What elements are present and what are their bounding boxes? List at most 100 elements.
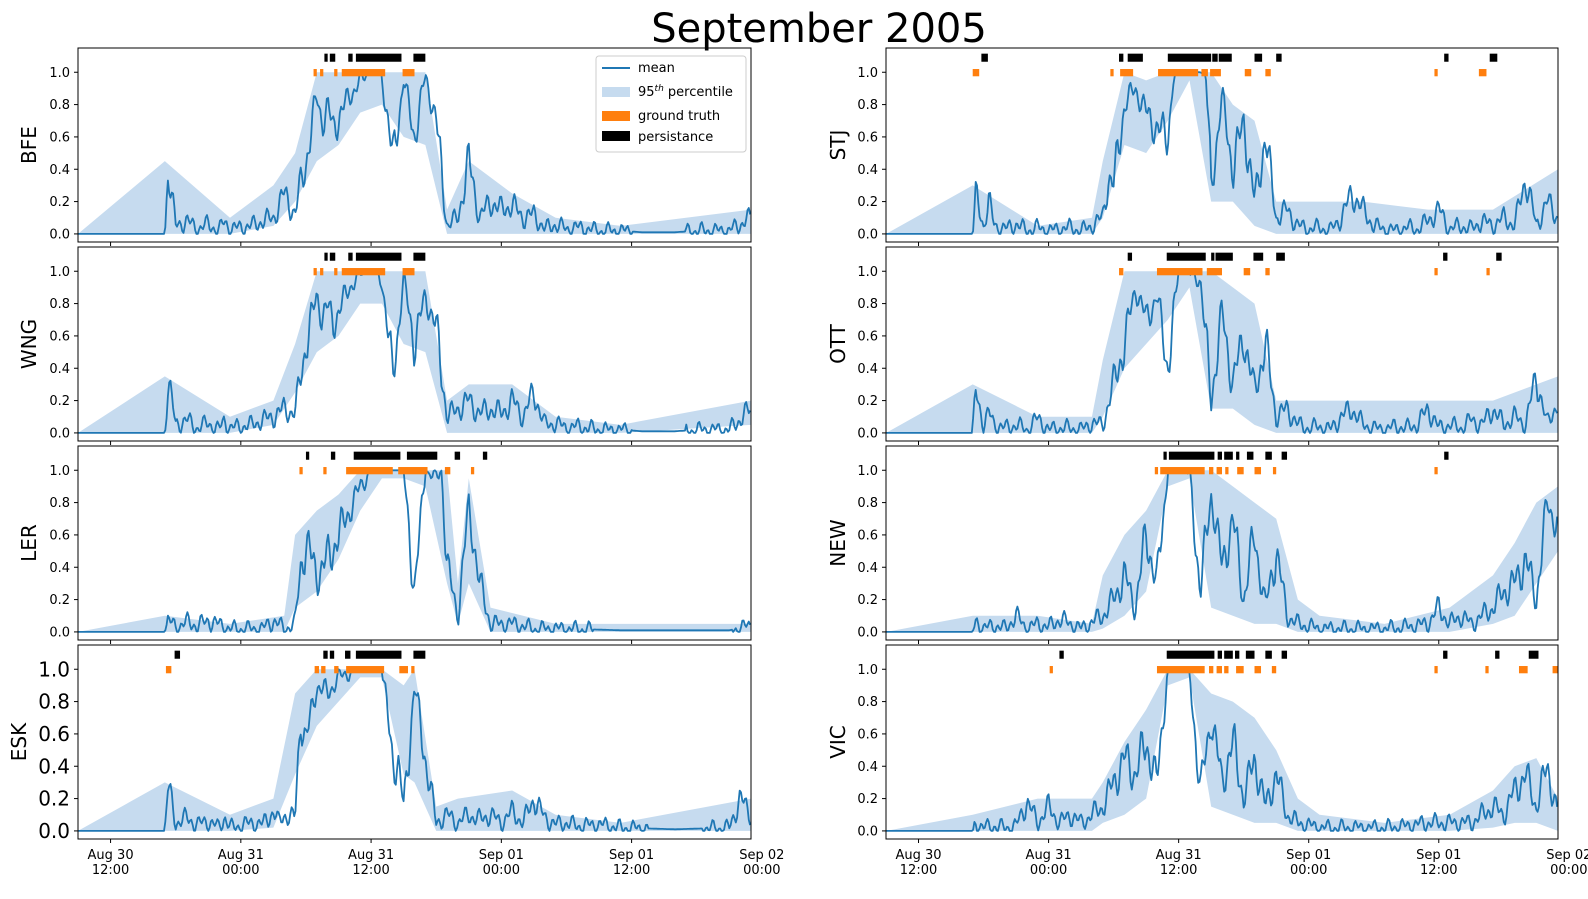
ground-truth-bar bbox=[1156, 666, 1205, 674]
subplot-stj: 0.0 0.2 0.4 0.6 0.8 1.0 STJ bbox=[826, 47, 1559, 246]
x-tick-label: 00:00 bbox=[222, 863, 259, 878]
y-tick-label: 1.0 bbox=[49, 265, 70, 280]
y-tick-label: 0.4 bbox=[857, 362, 878, 377]
y-tick-label: 0.0 bbox=[857, 824, 878, 839]
y-axis-label: STJ bbox=[826, 130, 850, 161]
x-tick-label: 00:00 bbox=[1030, 863, 1067, 878]
persistance-bar bbox=[413, 53, 426, 62]
legend-mean-label: mean bbox=[638, 61, 675, 76]
y-tick-label: 0.4 bbox=[49, 362, 70, 377]
ground-truth-bar bbox=[1158, 69, 1199, 77]
figure-title: September 2005 bbox=[651, 6, 987, 52]
y-tick-label: 0.2 bbox=[857, 394, 878, 409]
persistance-bar bbox=[174, 650, 181, 659]
ground-truth-bar bbox=[1224, 666, 1229, 674]
y-tick-label: 0.2 bbox=[49, 195, 70, 210]
persistance-bar bbox=[1166, 252, 1206, 261]
legend-percentile-label: 95th percentile bbox=[638, 84, 733, 100]
ground-truth-bar bbox=[1243, 268, 1251, 276]
persistance-bar bbox=[413, 650, 426, 659]
legend-ground-truth-label: ground truth bbox=[638, 109, 720, 124]
persistance-bar bbox=[1235, 650, 1240, 659]
percentile-band bbox=[78, 669, 751, 831]
y-tick-label: 0.4 bbox=[49, 163, 70, 178]
ground-truth-bar bbox=[1236, 666, 1244, 674]
persistance-bar bbox=[482, 451, 488, 460]
legend-ground-truth-swatch bbox=[602, 111, 630, 121]
y-tick-label: 0.2 bbox=[38, 787, 70, 811]
persistance-bar bbox=[454, 451, 461, 460]
y-tick-label: 0.0 bbox=[857, 426, 878, 441]
y-tick-label: 1.0 bbox=[49, 66, 70, 81]
persistance-bar bbox=[324, 53, 328, 62]
x-tick-label: 00:00 bbox=[1290, 863, 1327, 878]
legend-percentile-swatch bbox=[602, 87, 630, 97]
y-tick-label: 0.2 bbox=[857, 195, 878, 210]
ground-truth-bar bbox=[1160, 467, 1205, 475]
y-tick-label: 0.8 bbox=[38, 690, 70, 714]
ground-truth-bar bbox=[444, 467, 451, 475]
ground-truth-bar bbox=[320, 69, 324, 77]
ground-truth-bar bbox=[402, 268, 415, 276]
ground-truth-bar bbox=[411, 666, 415, 674]
legend-percentile-suffix: percentile bbox=[664, 85, 733, 100]
persistance-bar bbox=[1281, 650, 1288, 659]
persistance-bar bbox=[1254, 53, 1263, 62]
ground-truth-bar bbox=[1244, 69, 1252, 77]
x-tick-label: Sep 02 bbox=[1546, 848, 1588, 863]
percentile-band bbox=[886, 72, 1558, 234]
persistance-bar bbox=[1245, 650, 1255, 659]
percentile-band bbox=[78, 72, 751, 234]
persistance-bar bbox=[1444, 53, 1449, 62]
ground-truth-bar bbox=[1154, 467, 1159, 475]
persistance-bar bbox=[1163, 451, 1167, 460]
percentile-band bbox=[886, 271, 1558, 433]
x-tick-label: Aug 31 bbox=[1156, 848, 1202, 863]
y-tick-label: 0.4 bbox=[38, 754, 70, 778]
persistance-bar bbox=[1224, 451, 1233, 460]
persistance-bar bbox=[1281, 451, 1288, 460]
axes-frame bbox=[77, 644, 752, 840]
ground-truth-bar bbox=[299, 467, 303, 475]
ground-truth-bar bbox=[341, 69, 386, 77]
ground-truth-bar bbox=[972, 69, 980, 77]
x-tick-label: 12:00 bbox=[92, 863, 129, 878]
mean-line bbox=[78, 469, 751, 633]
mean-line bbox=[886, 270, 1558, 434]
persistance-bar bbox=[1528, 650, 1539, 659]
ground-truth-bar bbox=[1208, 666, 1214, 674]
ground-truth-bar bbox=[1119, 268, 1124, 276]
x-tick-label: Aug 30 bbox=[895, 848, 941, 863]
y-tick-label: 0.4 bbox=[857, 561, 878, 576]
persistance-bar bbox=[981, 53, 988, 62]
ground-truth-bar bbox=[1478, 69, 1487, 77]
y-tick-label: 0.6 bbox=[857, 727, 878, 742]
persistance-bar bbox=[1211, 252, 1215, 261]
x-tick-label: 12:00 bbox=[1420, 863, 1457, 878]
persistance-bar bbox=[345, 650, 351, 659]
persistance-bar bbox=[330, 451, 336, 460]
ground-truth-bar bbox=[1434, 268, 1438, 276]
y-tick-label: 0.8 bbox=[857, 98, 878, 113]
ground-truth-bar bbox=[1265, 69, 1271, 77]
y-tick-label: 0.8 bbox=[857, 496, 878, 511]
persistance-bar bbox=[1218, 53, 1232, 62]
ground-truth-bar bbox=[402, 69, 415, 77]
ground-truth-bar bbox=[399, 666, 408, 674]
x-tick-label: 12:00 bbox=[352, 863, 389, 878]
ground-truth-bar bbox=[1225, 467, 1229, 475]
y-axis-label: LER bbox=[17, 524, 41, 562]
persistance-bar bbox=[1168, 451, 1215, 460]
subplot-wng: 0.0 0.2 0.4 0.6 0.8 1.0 WNG bbox=[17, 246, 752, 445]
persistance-bar bbox=[355, 53, 402, 62]
ground-truth-bar bbox=[1271, 666, 1277, 674]
legend-frame bbox=[595, 55, 747, 153]
persistance-bar bbox=[1246, 451, 1254, 460]
y-tick-label: 0.8 bbox=[857, 695, 878, 710]
ground-truth-bar bbox=[346, 467, 393, 475]
persistance-bar bbox=[1496, 252, 1502, 261]
y-tick-label: 0.0 bbox=[38, 819, 70, 843]
percentile-band bbox=[78, 271, 751, 433]
y-tick-label: 1.0 bbox=[857, 663, 878, 678]
